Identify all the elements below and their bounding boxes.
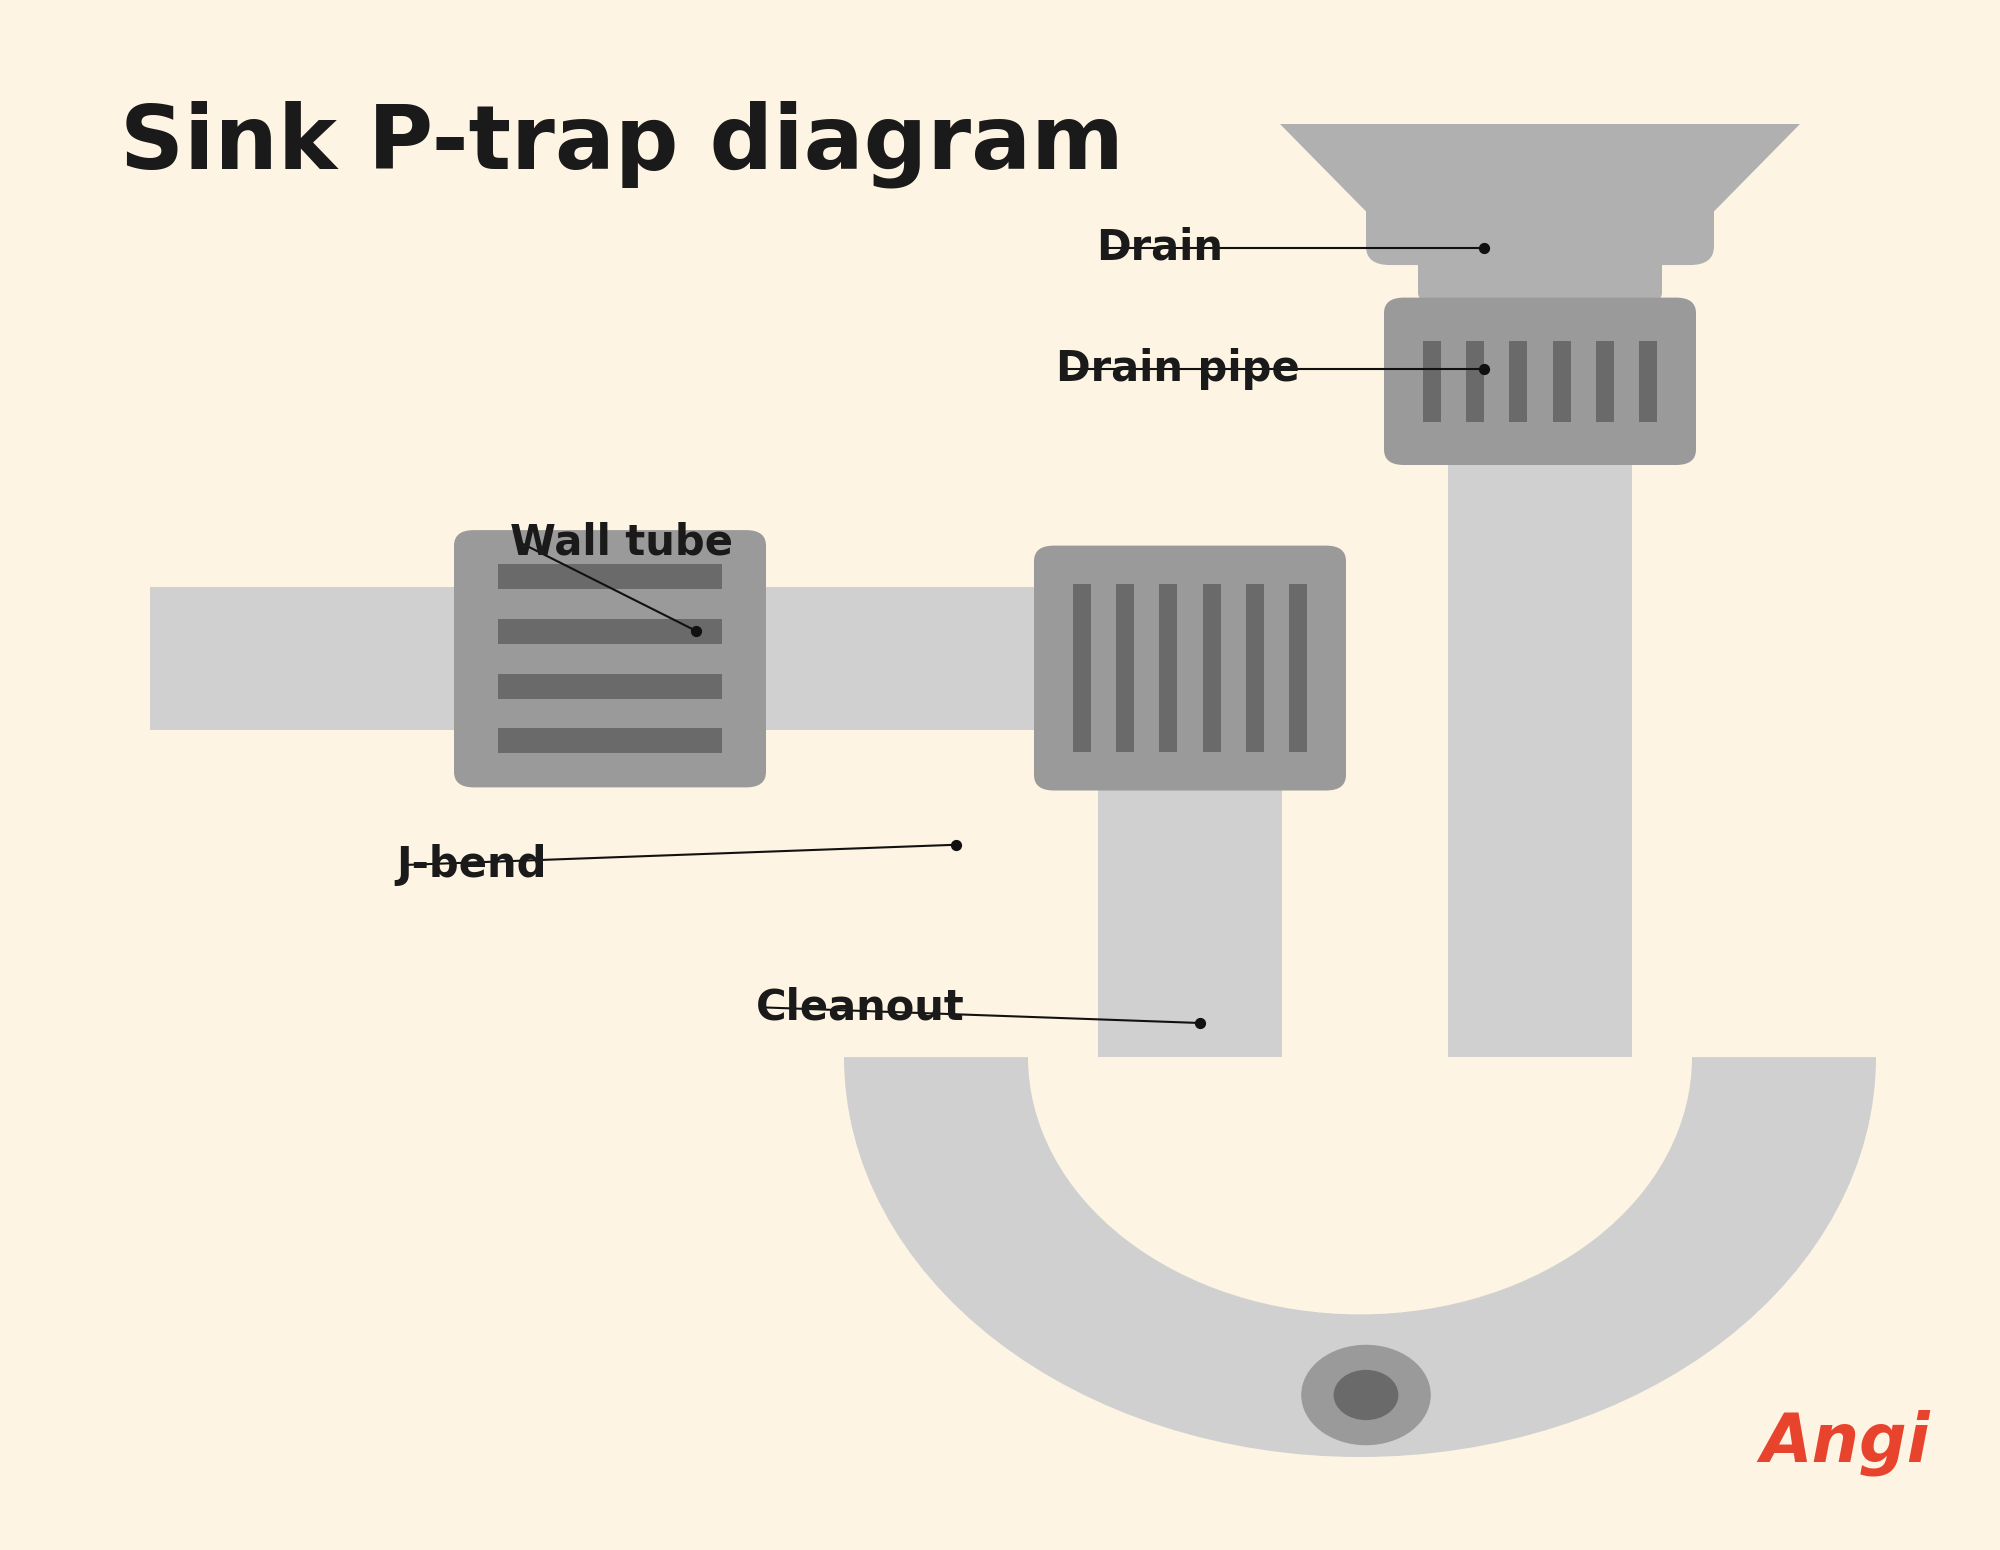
Text: Sink P-trap diagram: Sink P-trap diagram bbox=[120, 101, 1124, 188]
Polygon shape bbox=[1280, 124, 1800, 248]
Wedge shape bbox=[844, 1057, 1876, 1457]
Text: Drain: Drain bbox=[1096, 226, 1224, 270]
Bar bbox=[1072, 584, 1092, 752]
Bar bbox=[1424, 341, 1440, 422]
Bar bbox=[1246, 584, 1264, 752]
Point bbox=[1468, 356, 1500, 381]
Text: Wall tube: Wall tube bbox=[510, 521, 732, 564]
FancyBboxPatch shape bbox=[1366, 153, 1714, 265]
Bar bbox=[498, 674, 722, 699]
Bar bbox=[1448, 449, 1632, 1057]
Text: Angi: Angi bbox=[1760, 1409, 1930, 1476]
Bar bbox=[1466, 341, 1484, 422]
FancyBboxPatch shape bbox=[454, 530, 766, 787]
Bar bbox=[1510, 341, 1528, 422]
Bar bbox=[1098, 775, 1282, 1057]
Bar bbox=[498, 618, 722, 643]
Point bbox=[680, 618, 712, 643]
Circle shape bbox=[1302, 1345, 1430, 1445]
Bar bbox=[150, 595, 560, 722]
Circle shape bbox=[1334, 1370, 1398, 1420]
Point bbox=[1184, 1011, 1216, 1035]
Bar bbox=[1202, 584, 1220, 752]
Point bbox=[1468, 236, 1500, 260]
Text: Cleanout: Cleanout bbox=[756, 986, 964, 1029]
Bar bbox=[1290, 584, 1308, 752]
FancyBboxPatch shape bbox=[1384, 298, 1696, 465]
Bar bbox=[1098, 587, 1282, 730]
Bar bbox=[498, 564, 722, 589]
Bar bbox=[1596, 341, 1614, 422]
FancyBboxPatch shape bbox=[1034, 546, 1346, 790]
Point bbox=[940, 832, 972, 857]
FancyBboxPatch shape bbox=[1418, 239, 1662, 301]
Bar bbox=[1640, 341, 1658, 422]
Text: J-bend: J-bend bbox=[396, 843, 546, 887]
Bar bbox=[498, 728, 722, 753]
Bar bbox=[150, 587, 1130, 730]
Bar bbox=[1116, 584, 1134, 752]
Text: Drain pipe: Drain pipe bbox=[1056, 347, 1300, 391]
Bar bbox=[1552, 341, 1570, 422]
Bar bbox=[1160, 584, 1178, 752]
